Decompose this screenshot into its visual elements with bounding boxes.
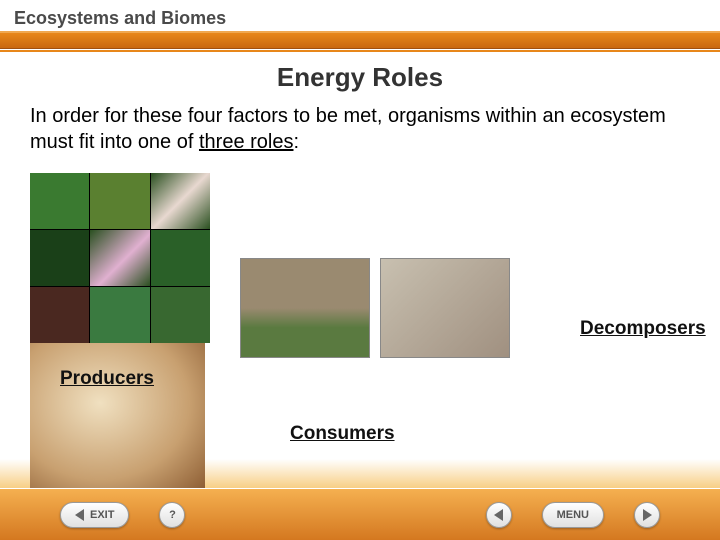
intro-pre: In order for these four factors to be me… — [30, 105, 666, 153]
exit-button[interactable]: EXIT — [60, 502, 129, 528]
decomposers-image — [30, 343, 205, 493]
images-area: Producers Consumers Decomposers — [30, 173, 690, 443]
help-button[interactable]: ? — [159, 502, 185, 528]
next-button[interactable] — [634, 502, 660, 528]
help-label: ? — [169, 509, 176, 521]
main-content: Energy Roles In order for these four fac… — [0, 52, 720, 453]
next-arrow-icon — [643, 509, 652, 521]
intro-text: In order for these four factors to be me… — [30, 103, 690, 155]
menu-label: MENU — [557, 509, 589, 521]
prev-arrow-icon — [494, 509, 503, 521]
topic-title: Ecosystems and Biomes — [14, 8, 706, 29]
exit-label: EXIT — [90, 509, 114, 521]
intro-underlined: three roles — [199, 131, 294, 153]
producers-image — [30, 173, 210, 343]
decomposers-label: Decomposers — [580, 318, 706, 340]
footer-bar: EXIT ? MENU — [0, 488, 720, 540]
prev-button[interactable] — [486, 502, 512, 528]
producers-label: Producers — [60, 368, 154, 390]
consumers-label: Consumers — [290, 423, 395, 445]
intro-post: : — [293, 131, 299, 153]
page-title: Energy Roles — [30, 62, 690, 93]
consumer-bird-image — [380, 258, 510, 358]
arrow-left-icon — [75, 509, 84, 521]
consumer-cat-image — [240, 258, 370, 358]
header: Ecosystems and Biomes — [0, 0, 720, 31]
menu-button[interactable]: MENU — [542, 502, 604, 528]
header-divider-bar — [0, 31, 720, 49]
